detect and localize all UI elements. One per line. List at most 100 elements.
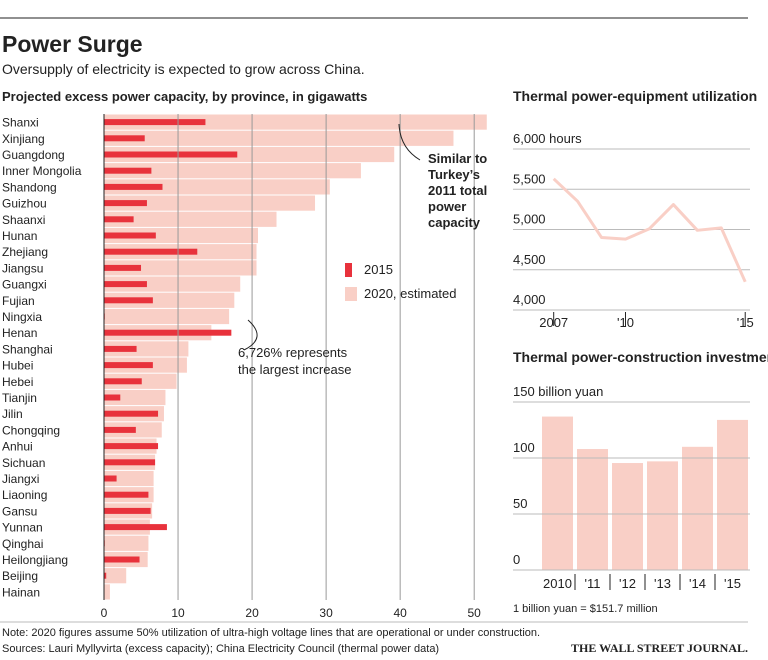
bar	[104, 232, 156, 239]
annotation-leader	[243, 319, 258, 351]
legend-swatch	[345, 287, 357, 301]
category-label: Inner Mongolia	[2, 164, 82, 178]
bar	[104, 556, 140, 563]
category-label: Jiangsu	[2, 261, 43, 275]
bar	[104, 524, 167, 531]
bar	[104, 362, 153, 369]
bar	[104, 114, 487, 130]
category-label: Guangdong	[2, 148, 65, 162]
category-label: Hunan	[2, 229, 37, 243]
y-tick-label: 0	[513, 552, 520, 567]
category-label: Zhejiang	[2, 245, 48, 259]
bar	[647, 461, 678, 570]
x-tick-label: 0	[101, 606, 108, 620]
category-label: Henan	[2, 326, 37, 340]
legend-swatch	[345, 263, 352, 277]
annotation: Similar to	[428, 151, 487, 166]
bar	[104, 572, 107, 579]
category-label: Beijing	[2, 569, 38, 583]
x-tick-label: '11	[585, 576, 601, 591]
bar	[104, 297, 153, 304]
bar	[104, 426, 136, 433]
bar	[104, 443, 159, 450]
bar	[104, 260, 257, 276]
bar	[104, 475, 117, 482]
bar	[104, 410, 159, 417]
sources: Sources: Lauri Myllyvirta (excess capaci…	[2, 643, 439, 655]
annotation: 6,726% represents	[238, 345, 348, 360]
y-tick-label: 50	[513, 496, 527, 511]
category-label: Chongqing	[2, 423, 60, 437]
y-tick-label: 5,000	[513, 212, 546, 227]
bar	[717, 419, 748, 570]
y-tick-label: 6,000 hours	[513, 131, 582, 146]
bar	[104, 216, 134, 223]
y-tick-label: 5,500	[513, 171, 546, 186]
annotation: capacity	[428, 215, 481, 230]
category-label: Hebei	[2, 375, 33, 389]
footnote: Note: 2020 figures assume 50% utilizatio…	[2, 627, 540, 639]
category-label: Shandong	[2, 180, 57, 194]
x-tick-label: 20	[245, 606, 259, 620]
x-tick-label: 10	[171, 606, 185, 620]
category-label: Sichuan	[2, 456, 45, 470]
category-label: Jilin	[2, 407, 23, 421]
category-label: Jiangxi	[2, 472, 39, 486]
category-label: Yunnan	[2, 521, 43, 535]
bar	[542, 416, 573, 570]
publisher: THE WALL STREET JOURNAL.	[571, 641, 748, 655]
bar	[104, 211, 277, 227]
line	[552, 177, 747, 283]
x-tick-label: '13	[654, 576, 671, 591]
y-tick-label: 4,500	[513, 252, 546, 267]
bar	[104, 195, 316, 211]
category-label: Guangxi	[2, 278, 47, 292]
x-tick-label: '15	[737, 315, 754, 330]
chart-title: Thermal power-equipment utilization	[513, 88, 757, 104]
bar	[104, 491, 149, 498]
category-label: Tianjin	[2, 391, 37, 405]
category-label: Ningxia	[2, 310, 42, 324]
bar	[104, 308, 230, 325]
bar	[104, 535, 149, 551]
bar	[104, 151, 238, 158]
x-tick-label: '10	[617, 315, 634, 330]
bar	[104, 167, 152, 174]
bar	[104, 345, 137, 352]
chart-title: Projected excess power capacity, by prov…	[2, 89, 367, 104]
category-label: Qinghai	[2, 537, 43, 551]
bar	[104, 146, 395, 163]
annotation: power	[428, 199, 466, 214]
bar	[104, 329, 232, 336]
bar	[104, 394, 121, 401]
category-label: Fujian	[2, 294, 35, 308]
bar	[577, 449, 608, 570]
bar	[104, 507, 151, 514]
x-tick-label: '14	[689, 576, 706, 591]
category-label: Guizhou	[2, 197, 47, 211]
subtitle: Oversupply of electricity is expected to…	[2, 61, 365, 77]
bar	[104, 276, 241, 292]
bar	[104, 135, 145, 142]
x-tick-label: 40	[393, 606, 407, 620]
bar	[104, 389, 166, 406]
bar	[104, 264, 142, 271]
bar	[104, 281, 147, 288]
x-tick-label: 2010	[543, 576, 572, 591]
category-label: Gansu	[2, 504, 37, 518]
bar	[104, 227, 258, 244]
bar	[104, 459, 156, 466]
y-tick-label: 4,000	[513, 292, 546, 307]
legend-label: 2015	[364, 262, 393, 277]
bar	[104, 163, 361, 179]
annotation: 2011 total	[428, 183, 487, 198]
bar	[104, 341, 189, 357]
chart-title: Thermal power-construction investment	[513, 349, 768, 365]
category-label: Shaanxi	[2, 213, 45, 227]
bar	[104, 584, 110, 600]
category-label: Hainan	[2, 585, 40, 599]
category-label: Liaoning	[2, 488, 47, 502]
x-tick-label: '15	[724, 576, 741, 591]
bar	[612, 463, 643, 570]
